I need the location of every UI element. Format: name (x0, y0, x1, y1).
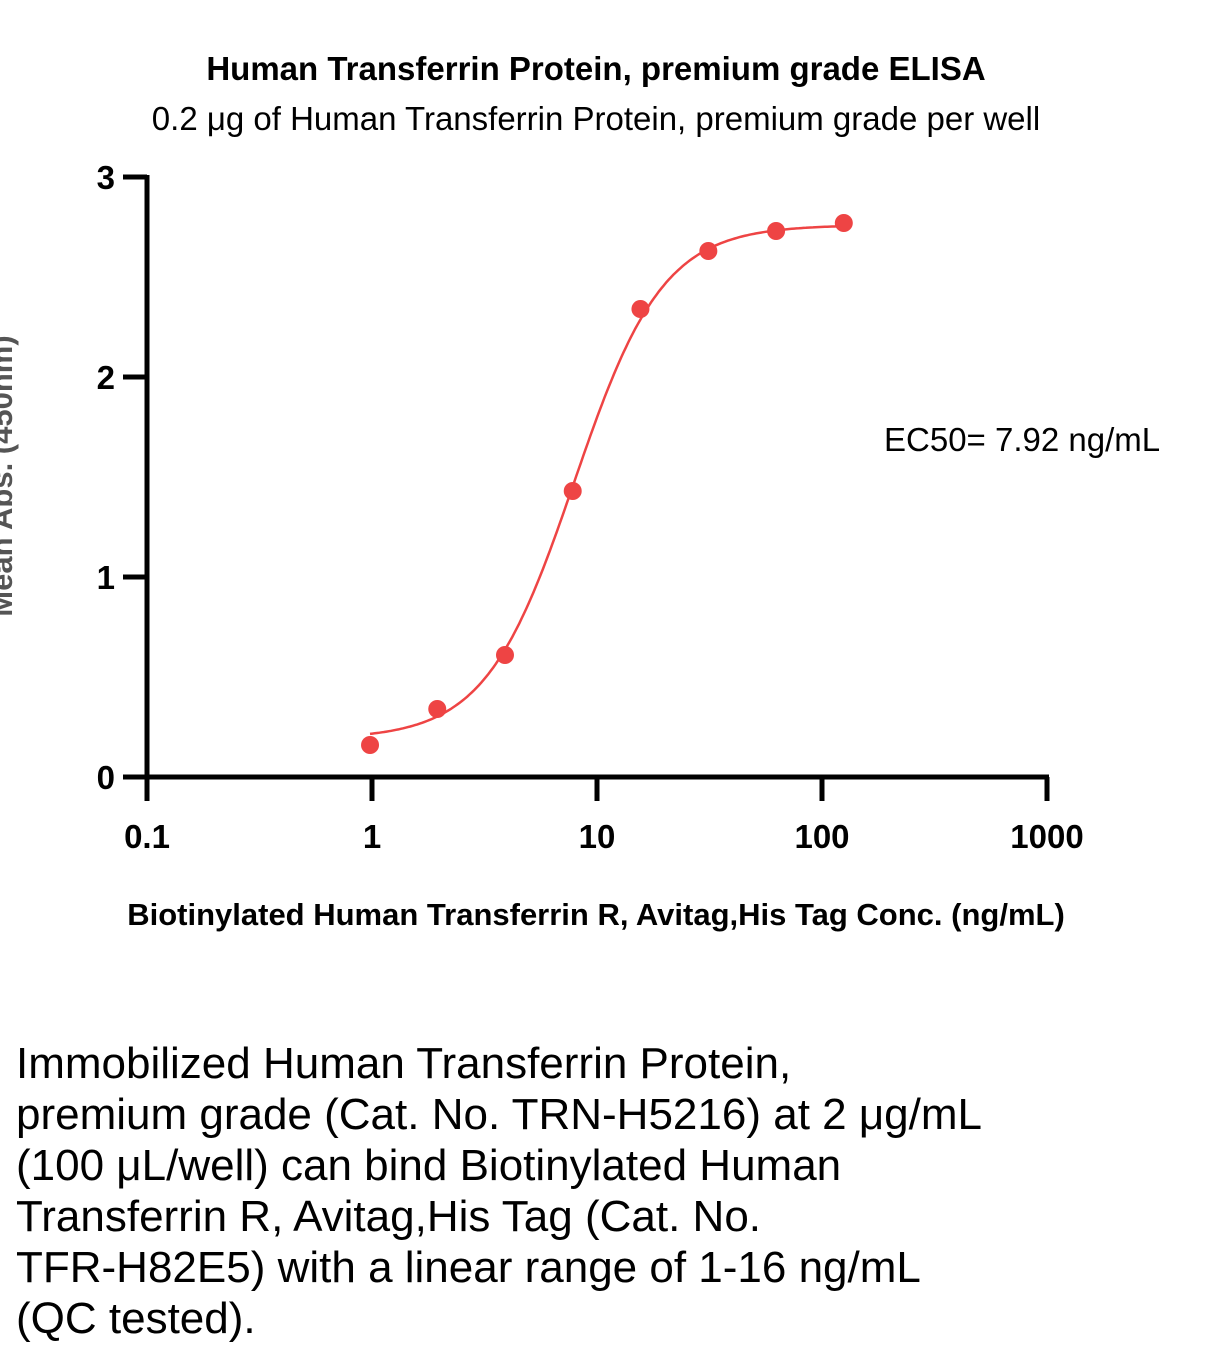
y-axis: 0 1 2 3 (97, 159, 150, 796)
data-points (361, 214, 853, 754)
data-point (563, 482, 582, 500)
caption-line: premium grade (Cat. No. TRN-H5216) at 2 … (16, 1090, 983, 1139)
y-tick-label: 3 (97, 159, 115, 196)
y-axis-label: Mean Abs. (450nm) (0, 335, 19, 616)
x-tick-label: 1 (363, 818, 381, 855)
data-point (699, 242, 718, 260)
x-tick-label: 1000 (1010, 818, 1083, 855)
y-tick-label: 2 (97, 359, 115, 396)
data-point (361, 736, 380, 754)
ec50-annotation: EC50= 7.92 ng/mL (884, 421, 1160, 458)
x-tick-label: 100 (794, 818, 849, 855)
x-axis: 0.1 1 10 100 1000 (124, 774, 1084, 855)
x-tick-label: 10 (579, 818, 616, 855)
chart-subtitle: 0.2 μg of Human Transferrin Protein, pre… (152, 100, 1040, 137)
data-point (428, 700, 447, 718)
y-tick-label: 1 (97, 559, 115, 596)
elisa-chart: Human Transferrin Protein, premium grade… (0, 50, 1160, 932)
caption-line: (QC tested). (16, 1294, 256, 1343)
caption-line: TFR-H82E5) with a linear range of 1-16 n… (16, 1243, 921, 1292)
data-point (834, 214, 853, 232)
y-tick-label: 0 (97, 759, 115, 796)
chart-title: Human Transferrin Protein, premium grade… (206, 50, 985, 87)
caption-line: Transferrin R, Avitag,His Tag (Cat. No. (16, 1192, 762, 1241)
caption-line: Immobilized Human Transferrin Protein, (16, 1039, 792, 1088)
data-point (767, 222, 786, 240)
data-point (631, 300, 650, 318)
x-axis-label: Biotinylated Human Transferrin R, Avitag… (127, 897, 1065, 932)
caption: Immobilized Human Transferrin Protein, pr… (16, 1038, 1196, 1344)
data-point (495, 646, 514, 664)
caption-line: (100 μL/well) can bind Biotinylated Huma… (16, 1141, 842, 1190)
x-tick-label: 0.1 (124, 818, 170, 855)
fit-curve (369, 224, 844, 736)
